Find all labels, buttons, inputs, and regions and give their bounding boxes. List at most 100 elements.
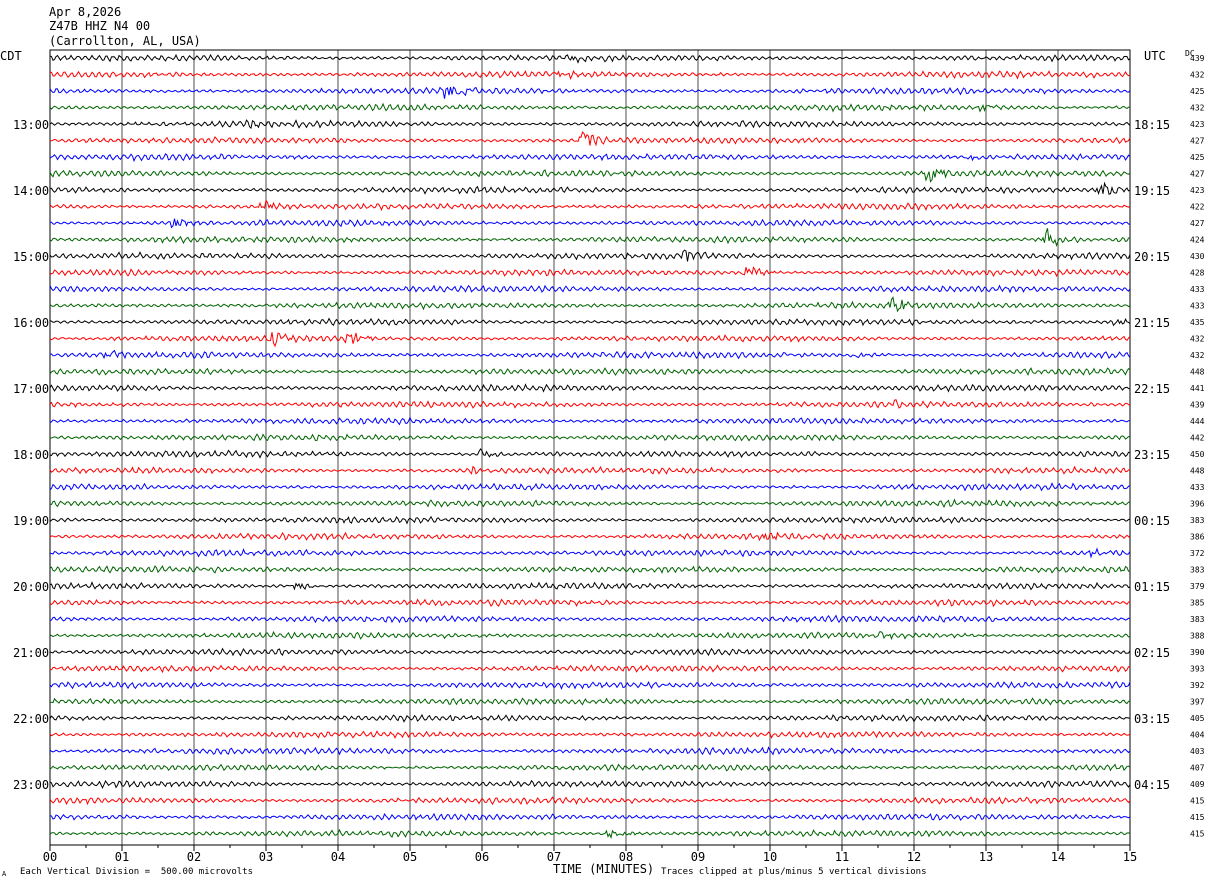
header-station: Z47B HHZ N4 00 (49, 19, 151, 33)
right-time-label: 04:15 (1134, 778, 1170, 792)
seismic-trace-row-47 (49, 828, 1131, 840)
seismic-trace-row-41 (49, 730, 1131, 739)
left-time-label: 20:00 (13, 580, 49, 594)
seismic-trace-row-20 (49, 383, 1131, 393)
scale-note: Each Vertical Division = 500.00 microvol… (20, 867, 253, 877)
dc-offset-label: 425 (1190, 87, 1205, 96)
x-tick-label-07: 07 (547, 850, 561, 864)
dc-offset-label: 383 (1190, 516, 1205, 525)
dc-offset-label: 430 (1190, 252, 1205, 261)
seismic-trace-row-35 (49, 630, 1131, 641)
dc-offset-label: 379 (1190, 582, 1205, 591)
dc-label: DC (1185, 49, 1195, 58)
left-timezone-label: CDT (0, 49, 22, 63)
dc-offset-label: 415 (1190, 797, 1205, 806)
x-tick-label-12: 12 (907, 850, 921, 864)
seismic-trace-row-24 (49, 448, 1131, 459)
dc-offset-label: 423 (1190, 186, 1205, 195)
seismic-trace-row-27 (49, 498, 1131, 509)
x-tick-label-02: 02 (187, 850, 201, 864)
right-time-label: 03:15 (1134, 712, 1170, 726)
dc-offset-label: 415 (1190, 830, 1205, 839)
dc-offset-label: 428 (1190, 269, 1205, 278)
seismic-trace-row-19 (49, 367, 1131, 376)
seismic-trace-row-39 (49, 697, 1131, 706)
dc-offset-label: 390 (1190, 648, 1205, 657)
left-time-label: 17:00 (13, 382, 49, 396)
dc-offset-label: 441 (1190, 384, 1205, 393)
seismic-trace-row-25 (49, 465, 1131, 475)
dc-offset-label: 448 (1190, 368, 1205, 377)
dc-offset-label: 409 (1190, 780, 1205, 789)
dc-offset-label: 439 (1190, 54, 1205, 63)
x-tick-label-01: 01 (115, 850, 129, 864)
dc-offset-label: 396 (1190, 500, 1205, 509)
dc-offset-label: 435 (1190, 318, 1205, 327)
seismic-trace-row-33 (49, 598, 1131, 608)
right-time-label: 21:15 (1134, 316, 1170, 330)
x-tick-label-05: 05 (403, 850, 417, 864)
dc-offset-label: 385 (1190, 599, 1205, 608)
seismic-trace-row-14 (49, 284, 1131, 294)
dc-offset-label: 404 (1190, 731, 1205, 740)
dc-offset-label: 448 (1190, 467, 1205, 476)
x-tick-label-15: 15 (1123, 850, 1137, 864)
x-tick-label-06: 06 (475, 850, 489, 864)
seismic-trace-row-32 (49, 581, 1131, 591)
left-time-label: 14:00 (13, 184, 49, 198)
dc-offset-label: 425 (1190, 153, 1205, 162)
left-time-label: 22:00 (13, 712, 49, 726)
seismic-trace-row-9 (49, 198, 1131, 212)
x-tick-label-04: 04 (331, 850, 345, 864)
seismic-trace-row-40 (49, 713, 1131, 723)
dc-offset-label: 427 (1190, 137, 1205, 146)
left-time-label: 13:00 (13, 118, 49, 132)
seismic-trace-row-11 (49, 228, 1131, 248)
dc-offset-label: 423 (1190, 120, 1205, 129)
seismic-trace-row-17 (49, 332, 1131, 348)
seismic-trace-row-6 (49, 152, 1131, 163)
right-time-label: 02:15 (1134, 646, 1170, 660)
seismic-trace-row-42 (49, 746, 1131, 756)
seismic-trace-row-5 (49, 131, 1131, 147)
seismic-trace-row-18 (49, 349, 1131, 360)
dc-offset-label: 427 (1190, 219, 1205, 228)
dc-offset-label: 383 (1190, 615, 1205, 624)
x-tick-label-11: 11 (835, 850, 849, 864)
seismic-trace-row-12 (49, 249, 1131, 262)
dc-offset-label: 407 (1190, 764, 1205, 773)
dc-offset-label: 442 (1190, 434, 1205, 443)
seismic-trace-row-21 (49, 399, 1131, 409)
right-time-label: 00:15 (1134, 514, 1170, 528)
seismic-trace-row-38 (49, 681, 1131, 690)
seismic-trace-row-31 (49, 565, 1131, 575)
right-time-label: 20:15 (1134, 250, 1170, 264)
right-time-label: 23:15 (1134, 448, 1170, 462)
left-time-label: 15:00 (13, 250, 49, 264)
dc-offset-label: 372 (1190, 549, 1205, 558)
x-tick-label-14: 14 (1051, 850, 1065, 864)
left-time-label: 16:00 (13, 316, 49, 330)
seismic-trace-row-30 (49, 547, 1131, 559)
left-time-label: 21:00 (13, 646, 49, 660)
dc-offset-label: 393 (1190, 665, 1205, 674)
dc-offset-label: 439 (1190, 401, 1205, 410)
dc-offset-label: 444 (1190, 417, 1205, 426)
seismic-trace-row-29 (49, 531, 1131, 542)
right-time-label: 01:15 (1134, 580, 1170, 594)
seismic-trace-row-16 (49, 317, 1131, 327)
seismic-trace-row-22 (49, 416, 1131, 426)
seismic-trace-row-46 (49, 812, 1131, 821)
seismic-trace-row-13 (49, 266, 1131, 278)
dc-offset-label: 432 (1190, 351, 1205, 360)
seismic-trace-row-2 (49, 86, 1131, 99)
dc-offset-label: 403 (1190, 747, 1205, 756)
x-tick-label-08: 08 (619, 850, 633, 864)
dc-offset-label: 433 (1190, 302, 1205, 311)
dc-offset-label: 383 (1190, 566, 1205, 575)
seismic-trace-row-0 (49, 53, 1131, 64)
left-time-label: 19:00 (13, 514, 49, 528)
dc-offset-label: 433 (1190, 285, 1205, 294)
x-tick-label-09: 09 (691, 850, 705, 864)
